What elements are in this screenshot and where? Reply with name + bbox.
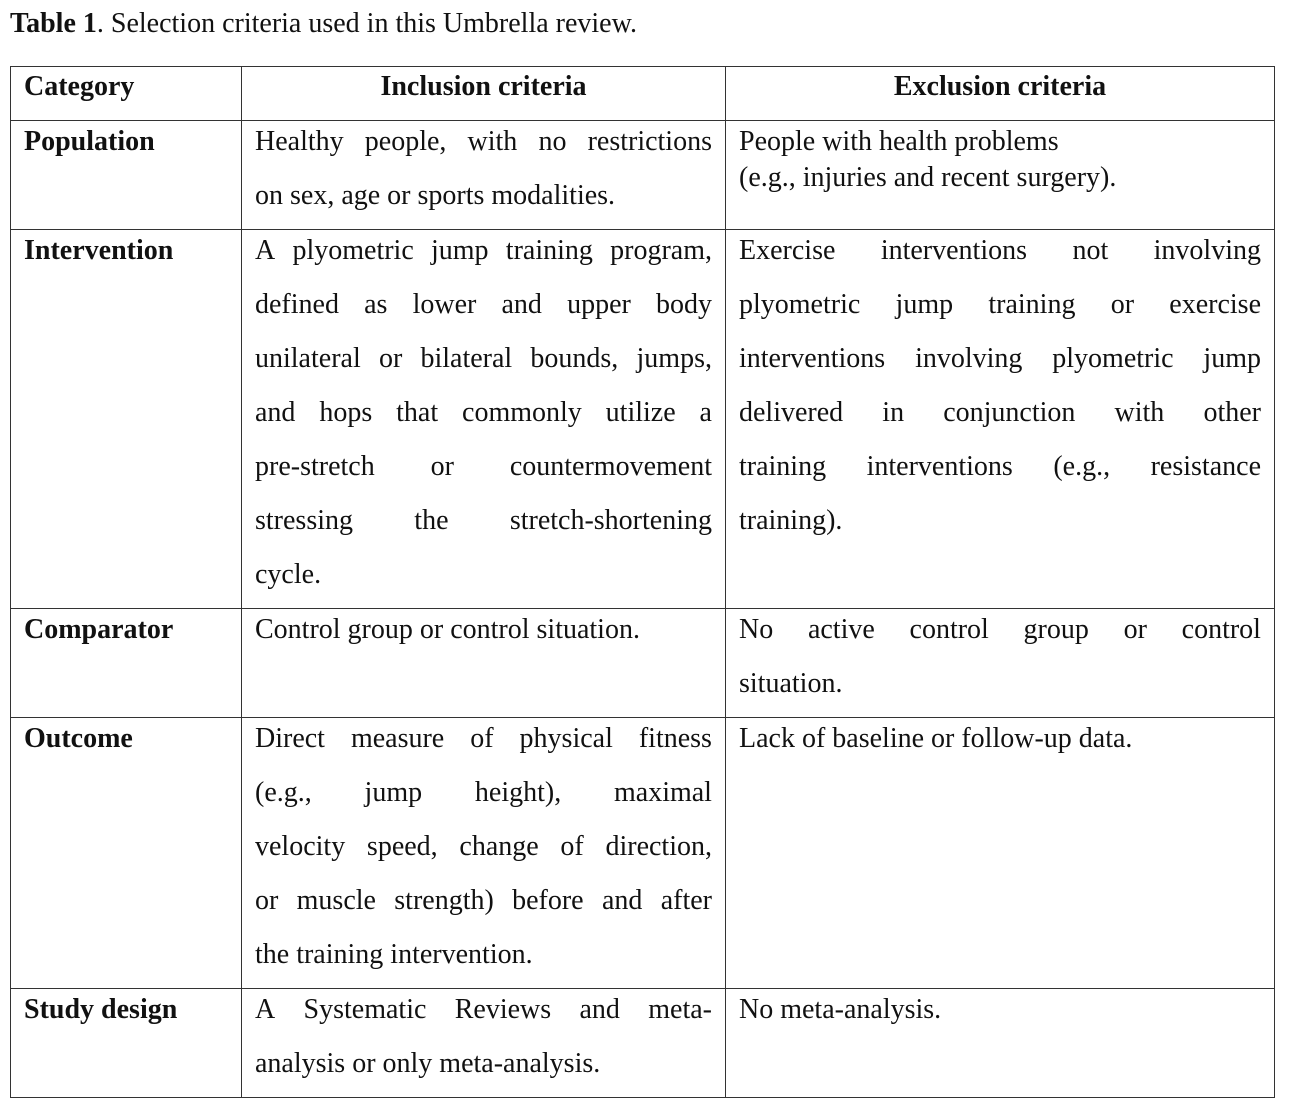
- table-caption: Table 1. Selection criteria used in this…: [10, 6, 637, 42]
- category-cell: Study design: [10, 988, 242, 1098]
- category-label: Study design: [24, 994, 178, 1025]
- header-inclusion: Inclusion criteria: [241, 66, 726, 121]
- text-line: defined as lower and upper body: [255, 289, 712, 320]
- category-label: Population: [24, 126, 155, 157]
- inclusion-cell: Healthy people, with no restrictions on sex, …: [241, 120, 726, 230]
- text-line: training).: [739, 505, 843, 536]
- text-line: Lack of baseline or follow-up data.: [739, 723, 1133, 754]
- category-label: Comparator: [24, 614, 174, 645]
- exclusion-cell: No active control group or control situation.: [725, 608, 1275, 718]
- text-line: on sex, age or sports modalities.: [255, 180, 616, 211]
- text-line: interventions involving plyometric jump: [739, 343, 1261, 374]
- category-label: Intervention: [24, 235, 174, 266]
- inclusion-cell: A Systematic Reviews and meta-analysis or on…: [241, 988, 726, 1098]
- header-exclusion-text: Exclusion criteria: [893, 71, 1107, 102]
- text-line: velocity speed, change of direction,: [255, 831, 712, 862]
- text-line: plyometric jump training or exercise: [739, 289, 1261, 320]
- inclusion-cell: Control group or control situation.: [241, 608, 726, 718]
- text-line: Control group or control situation.: [255, 614, 640, 645]
- text-line: No active control group or control: [739, 614, 1261, 645]
- header-row: Category Inclusion criteria Exclusion cr…: [10, 66, 1275, 121]
- text-line: Exercise interventions not involving: [739, 235, 1261, 266]
- table-row-population: Population Healthy people, with no restrictio…: [10, 120, 1275, 230]
- text-line: analysis or only meta-analysis.: [255, 1048, 601, 1079]
- text-line: and hops that commonly utilize a: [255, 397, 712, 428]
- inclusion-cell: Direct measure of physical fitness (e.g., jump…: [241, 717, 726, 989]
- table-row-study-design: Study design A Systematic Reviews and meta-an…: [10, 988, 1275, 1098]
- exclusion-cell: People with health problems (e.g., injuri…: [725, 120, 1275, 230]
- header-category-text: Category: [24, 71, 135, 102]
- text-line: unilateral or bilateral bounds, jumps,: [255, 343, 712, 374]
- table-row-outcome: Outcome Direct measure of physical fitness (e.…: [10, 717, 1275, 989]
- text-line: delivered in conjunction with other: [739, 397, 1261, 428]
- header-category: Category: [10, 66, 242, 121]
- exclusion-cell: Lack of baseline or follow-up data.: [725, 717, 1275, 989]
- text-line: A Systematic Reviews and meta-: [255, 994, 712, 1025]
- category-cell: Intervention: [10, 229, 242, 609]
- caption-text: . Selection criteria used in this Umbrel…: [96, 8, 638, 39]
- category-label: Outcome: [24, 723, 133, 754]
- text-line: Direct measure of physical fitness: [255, 723, 712, 754]
- text-line: Healthy people, with no restrictions: [255, 126, 712, 157]
- exclusion-cell: Exercise interventions not involving plyomet…: [725, 229, 1275, 609]
- text-line: or muscle strength) before and after: [255, 885, 712, 916]
- header-exclusion: Exclusion criteria: [725, 66, 1275, 121]
- category-cell: Outcome: [10, 717, 242, 989]
- category-cell: Population: [10, 120, 242, 230]
- table-row-comparator: Comparator Control group or control situa…: [10, 608, 1275, 718]
- category-cell: Comparator: [10, 608, 242, 718]
- text-line: situation.: [739, 668, 843, 699]
- text-line: the training intervention.: [255, 939, 533, 970]
- text-line: (e.g., injuries and recent surgery).: [739, 162, 1117, 193]
- text-line: People with health problems: [739, 126, 1059, 157]
- text-line: (e.g., jump height), maximal: [255, 777, 712, 808]
- text-line: No meta-analysis.: [739, 994, 942, 1025]
- header-inclusion-text: Inclusion criteria: [380, 71, 587, 102]
- text-line: stressing the stretch-shortening: [255, 505, 712, 536]
- text-line: cycle.: [255, 559, 322, 590]
- exclusion-cell: No meta-analysis.: [725, 988, 1275, 1098]
- table-label: Table 1: [10, 8, 97, 39]
- text-line: pre-stretch or countermovement: [255, 451, 712, 482]
- selection-criteria-table: Category Inclusion criteria Exclusion cr…: [10, 66, 1275, 1098]
- text-line: training interventions (e.g., resistance: [739, 451, 1261, 482]
